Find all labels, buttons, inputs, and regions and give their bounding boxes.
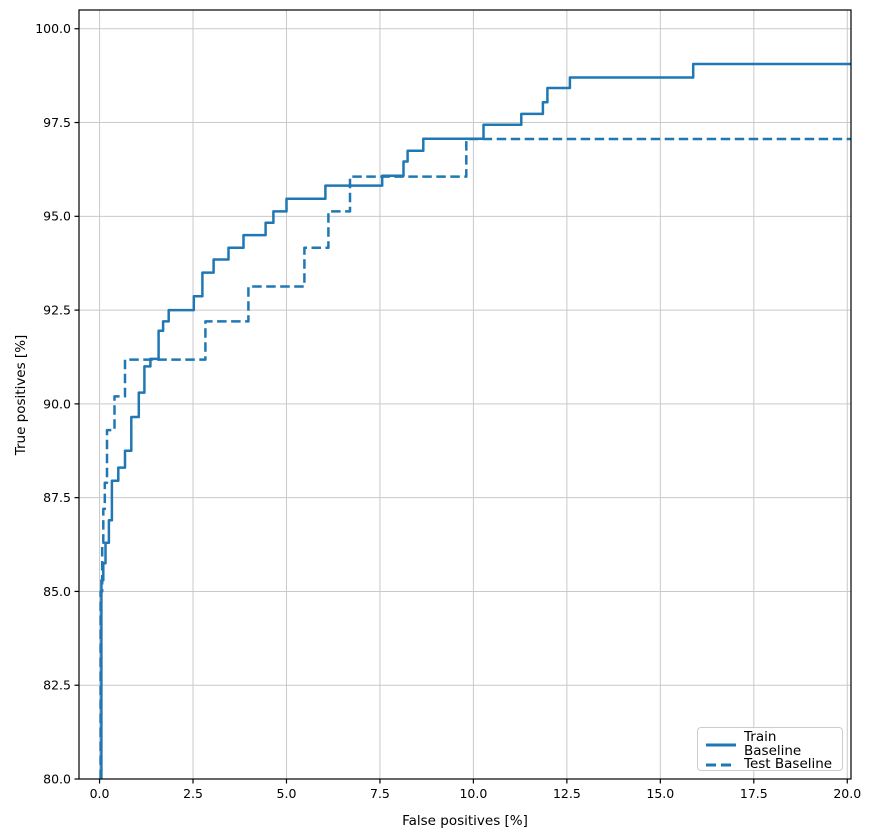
legend: Train Baseline Test Baseline (697, 727, 843, 771)
svg-text:97.5: 97.5 (43, 115, 71, 130)
train-baseline-line (100, 62, 851, 779)
svg-text:100.0: 100.0 (35, 21, 71, 36)
svg-text:95.0: 95.0 (43, 209, 71, 224)
grid-lines (79, 10, 851, 780)
legend-label-test: Test Baseline (744, 756, 833, 772)
svg-text:82.5: 82.5 (43, 678, 71, 693)
test-line-sample-icon (706, 763, 736, 767)
test-baseline-line (99, 137, 851, 779)
legend-item-train: Train Baseline (705, 729, 835, 759)
svg-text:12.5: 12.5 (553, 786, 581, 801)
svg-text:17.5: 17.5 (740, 786, 768, 801)
svg-text:90.0: 90.0 (43, 396, 71, 411)
svg-text:15.0: 15.0 (646, 786, 674, 801)
legend-item-test: Test Baseline (705, 756, 835, 772)
svg-text:2.5: 2.5 (183, 786, 203, 801)
x-axis-label: False positives [%] (402, 813, 528, 829)
y-axis-label: True positives [%] (13, 334, 29, 456)
tick-labels: 0.0 2.5 5.0 7.5 10.0 12.5 15.0 17.5 20.0 80.0 82.5… (35, 21, 861, 801)
svg-text:10.0: 10.0 (459, 786, 487, 801)
svg-text:0.0: 0.0 (90, 786, 110, 801)
svg-text:7.5: 7.5 (370, 786, 390, 801)
axis-ticks (74, 28, 848, 784)
legend-label-train: Train Baseline (744, 729, 802, 759)
svg-text:85.0: 85.0 (43, 584, 71, 599)
svg-text:80.0: 80.0 (43, 771, 71, 786)
plot-spines (78, 9, 852, 780)
svg-text:92.5: 92.5 (43, 302, 71, 317)
svg-text:87.5: 87.5 (43, 490, 71, 505)
svg-text:20.0: 20.0 (833, 786, 861, 801)
svg-text:5.0: 5.0 (277, 786, 297, 801)
train-line-sample-icon (706, 743, 736, 746)
